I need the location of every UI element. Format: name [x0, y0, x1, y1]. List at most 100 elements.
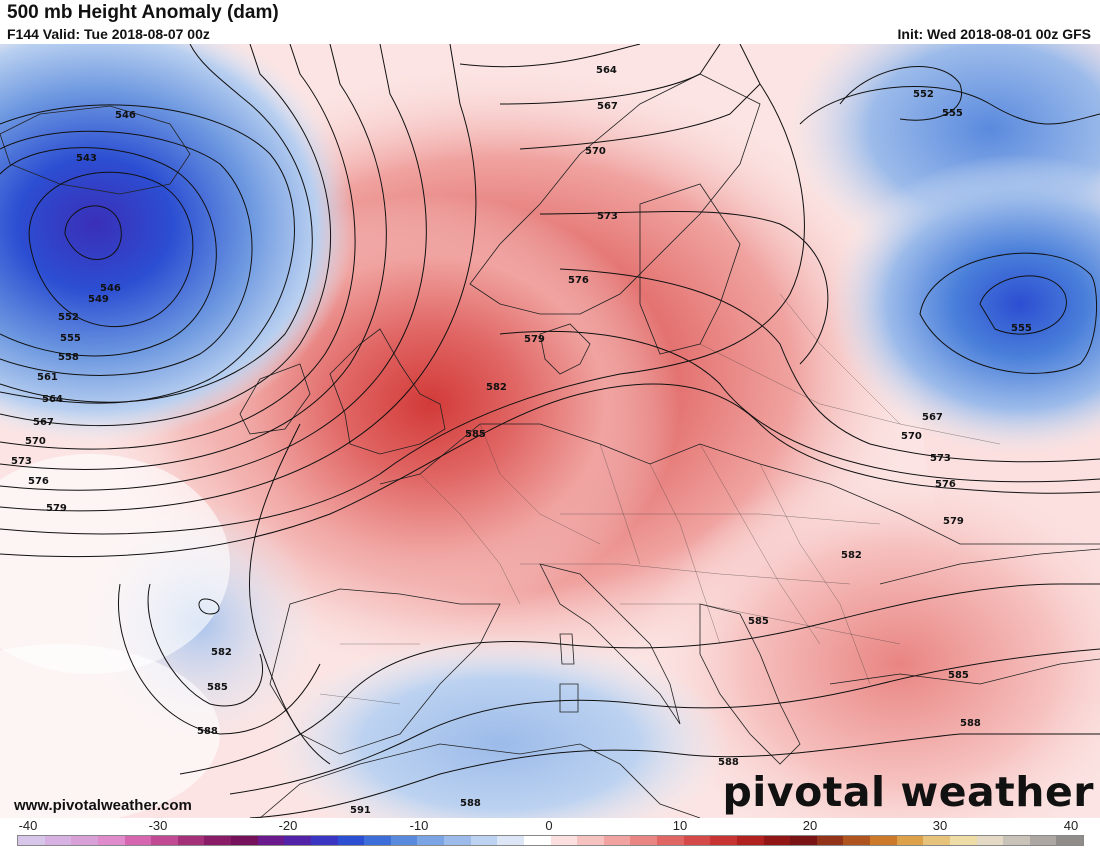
contour-label: 549 — [88, 294, 109, 305]
colorbar-swatch — [124, 836, 152, 845]
colorbar-tick: -30 — [148, 818, 168, 833]
colorbar-swatch — [71, 836, 98, 845]
colorbar-swatch — [923, 836, 950, 845]
colorbar-swatch — [816, 836, 844, 845]
contour-label: 564 — [596, 65, 617, 76]
contour-label: 546 — [100, 283, 121, 294]
colorbar-swatch — [470, 836, 498, 845]
colorbar-swatch — [1029, 836, 1057, 845]
colorbar-swatch — [976, 836, 1004, 845]
contour-label: 579 — [46, 503, 67, 514]
colorbar-swatch — [603, 836, 631, 845]
contour-label: 591 — [350, 805, 371, 816]
colorbar-swatch — [683, 836, 711, 845]
contour-label: 579 — [524, 334, 545, 345]
colorbar-swatch — [284, 836, 311, 845]
contour-label: 546 — [115, 110, 136, 121]
contour-label: 543 — [76, 153, 97, 164]
contour-label: 555 — [942, 108, 963, 119]
contour-label: 552 — [58, 312, 79, 323]
contour-label: 582 — [841, 550, 862, 561]
colorbar-swatch — [550, 836, 578, 845]
colorbar-tick: -10 — [409, 818, 429, 833]
contour-label: 567 — [597, 101, 618, 112]
colorbar-swatch — [177, 836, 205, 845]
contour-label: 588 — [197, 726, 218, 737]
colorbar-swatch — [310, 836, 338, 845]
colorbar-tick: 0 — [545, 818, 553, 833]
colorbar-swatch — [710, 836, 737, 845]
colorbar-swatch — [364, 836, 391, 845]
contour-label: 555 — [60, 333, 81, 344]
brand-logo: pivotal weather — [722, 768, 1094, 816]
contour-label: 585 — [465, 429, 486, 440]
colorbar-swatch — [390, 836, 418, 845]
contour-label: 552 — [913, 89, 934, 100]
contour-label: 588 — [960, 718, 981, 729]
contour-label: 573 — [930, 453, 951, 464]
colorbar-swatch — [843, 836, 870, 845]
contour-label: 579 — [943, 516, 964, 527]
colorbar-tick: 10 — [672, 818, 688, 833]
contour-label: 570 — [585, 146, 606, 157]
colorbar-swatch — [151, 836, 178, 845]
country-borders — [319, 293, 1001, 705]
contour-label: 573 — [597, 211, 618, 222]
colorbar-swatch — [231, 836, 258, 845]
colorbar-swatch — [657, 836, 684, 845]
colorbar-swatch — [736, 836, 764, 845]
init-time: Init: Wed 2018-08-01 00z GFS — [897, 26, 1091, 42]
coastlines — [0, 73, 1100, 818]
colorbar-swatch — [337, 836, 365, 845]
contour-label: 573 — [11, 456, 32, 467]
colorbar-swatch — [870, 836, 897, 845]
map-title: 500 mb Height Anomaly (dam) — [7, 2, 279, 23]
contour-label: 561 — [37, 372, 58, 383]
colorbar-swatch — [257, 836, 285, 845]
colorbar-swatch — [417, 836, 444, 845]
colorbar-swatch — [44, 836, 72, 845]
contour-label: 585 — [948, 670, 969, 681]
anomaly-shading — [0, 44, 1100, 818]
colorbar-tick: 40 — [1063, 818, 1079, 833]
colorbar-swatch — [204, 836, 231, 845]
colorbar-swatch — [763, 836, 791, 845]
contour-label: 558 — [58, 352, 79, 363]
colorbar-tick: -20 — [278, 818, 298, 833]
colorbar-tick: -40 — [18, 818, 38, 833]
contour-label: 585 — [207, 682, 228, 693]
colorbar-ticks: -40 -30 -20 -10 0 10 20 30 40 — [0, 818, 1100, 835]
contour-label: 588 — [718, 757, 739, 768]
contour-label: 555 — [1011, 323, 1032, 334]
colorbar-swatch — [896, 836, 924, 845]
colorbar-tick: 30 — [932, 818, 948, 833]
contour-label: 576 — [28, 476, 49, 487]
contour-label: 585 — [748, 616, 769, 627]
contour-label: 570 — [25, 436, 46, 447]
contour-label: 570 — [901, 431, 922, 442]
contour-label: 582 — [486, 382, 507, 393]
colorbar-swatch — [1003, 836, 1030, 845]
contour-labels: 546 543 546 549 552 555 558 561 564 567 … — [11, 65, 1032, 816]
colorbar-swatch — [790, 836, 817, 845]
colorbar-swatch — [630, 836, 657, 845]
colorbar-swatch — [97, 836, 125, 845]
colorbar-swatch — [497, 836, 524, 845]
contour-label: 564 — [42, 394, 63, 405]
contour-label: 567 — [922, 412, 943, 423]
anomaly-map: 546 543 546 549 552 555 558 561 564 567 … — [0, 44, 1100, 818]
colorbar-swatch — [1056, 836, 1083, 845]
contour-label: 576 — [935, 479, 956, 490]
contour-label: 567 — [33, 417, 54, 428]
colorbar-swatch — [949, 836, 977, 845]
colorbar-swatch — [523, 836, 551, 845]
colorbar — [17, 835, 1084, 846]
height-contours — [0, 44, 1100, 818]
contour-label: 588 — [460, 798, 481, 809]
colorbar-swatch — [577, 836, 604, 845]
colorbar-swatch — [444, 836, 471, 845]
colorbar-tick: 20 — [802, 818, 818, 833]
contour-label: 582 — [211, 647, 232, 658]
website-label: www.pivotalweather.com — [14, 797, 192, 814]
contour-label: 576 — [568, 275, 589, 286]
